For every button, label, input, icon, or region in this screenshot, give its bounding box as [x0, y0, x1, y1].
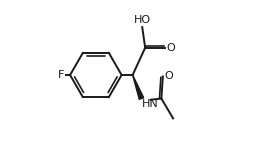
- Text: F: F: [57, 70, 64, 80]
- Text: O: O: [166, 43, 175, 53]
- Text: HO: HO: [133, 15, 150, 25]
- Text: O: O: [164, 71, 173, 81]
- Polygon shape: [132, 75, 143, 99]
- Text: HN: HN: [142, 99, 158, 109]
